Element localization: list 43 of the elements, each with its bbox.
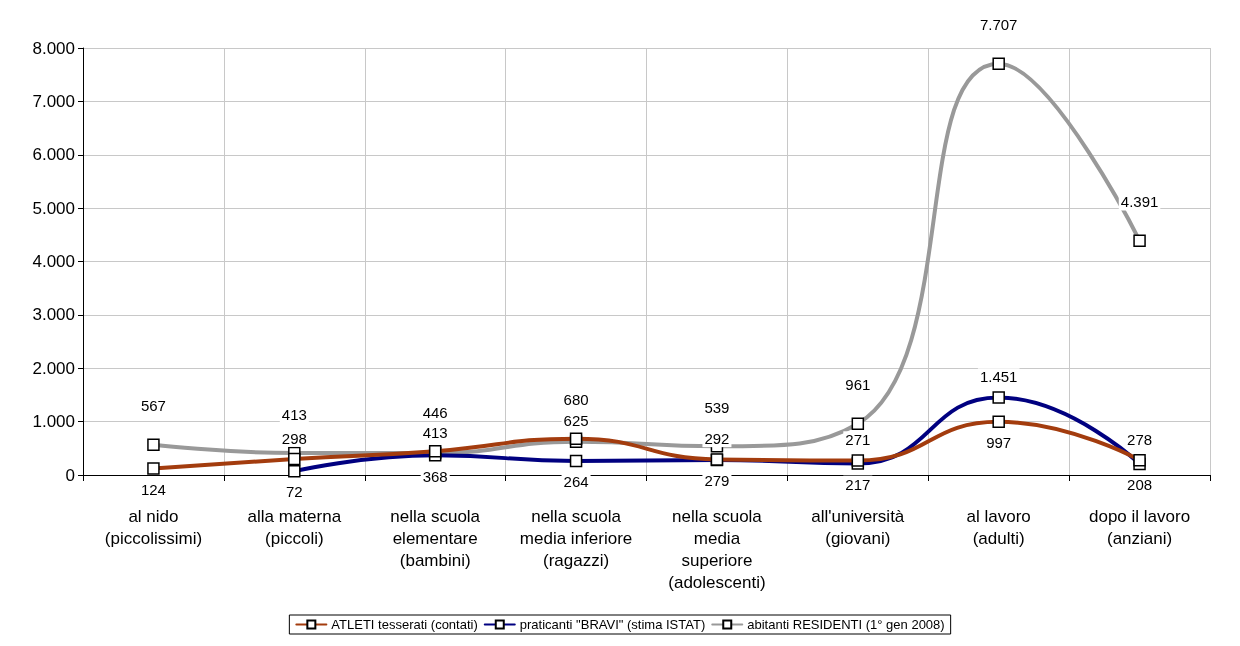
- y-tick-label: 8.000: [32, 38, 75, 58]
- legend-label: ATLETI tesserati (contati): [331, 617, 478, 632]
- legend-label: praticanti "BRAVI" (stima ISTAT): [519, 617, 706, 632]
- data-label: 539: [704, 398, 730, 416]
- data-label: 1.451: [979, 368, 1018, 386]
- data-label: 124: [140, 480, 166, 498]
- data-label: 278: [1127, 430, 1153, 448]
- x-tick-label: al nido (piccolissimi): [104, 506, 203, 548]
- y-tick-label: 3.000: [32, 305, 75, 325]
- legend-label: abitanti RESIDENTI (1° gen 2008): [747, 617, 945, 632]
- data-label: 446: [422, 403, 448, 421]
- data-label: 292: [704, 430, 730, 448]
- y-tick-label: 1.000: [32, 412, 75, 432]
- data-label: 413: [281, 405, 307, 423]
- data-label: 997: [986, 434, 1012, 452]
- x-tick-label: nella scuola media superiore (adolescenti): [668, 506, 766, 592]
- data-label: 961: [845, 376, 871, 394]
- y-tick-label: 4.000: [32, 252, 75, 271]
- y-tick-label: 6.000: [32, 145, 75, 165]
- data-label: 208: [1127, 476, 1153, 494]
- y-tick-label: 2.000: [32, 358, 75, 378]
- data-label: 7.707: [979, 16, 1018, 34]
- data-label: 4.391: [1120, 193, 1159, 211]
- data-label: 217: [845, 475, 871, 493]
- y-tick-label: 7.000: [32, 91, 75, 111]
- data-label: 368: [422, 467, 448, 485]
- data-label: 680: [563, 391, 589, 409]
- y-tick-label: 0: [65, 465, 75, 485]
- y-tick-label: 5.000: [32, 198, 75, 218]
- data-label: 413: [422, 423, 448, 441]
- x-tick-label: nella scuola elementare (bambini): [390, 506, 481, 570]
- data-label: 264: [563, 473, 589, 491]
- data-label: 72: [285, 483, 303, 501]
- data-label: 567: [140, 397, 166, 415]
- data-label: 298: [281, 429, 307, 447]
- x-tick-label: nella scuola media inferiore (ragazzi): [519, 506, 633, 570]
- x-tick-label: dopo il lavoro (anziani): [1089, 506, 1191, 548]
- x-tick-label: alla materna (piccoli): [247, 506, 342, 548]
- data-label: 279: [704, 472, 730, 490]
- x-tick-label: al lavoro (adulti): [966, 506, 1031, 548]
- data-label: 271: [845, 431, 871, 449]
- data-label: 625: [563, 412, 589, 430]
- x-tick-label: all'università (giovani): [811, 506, 905, 548]
